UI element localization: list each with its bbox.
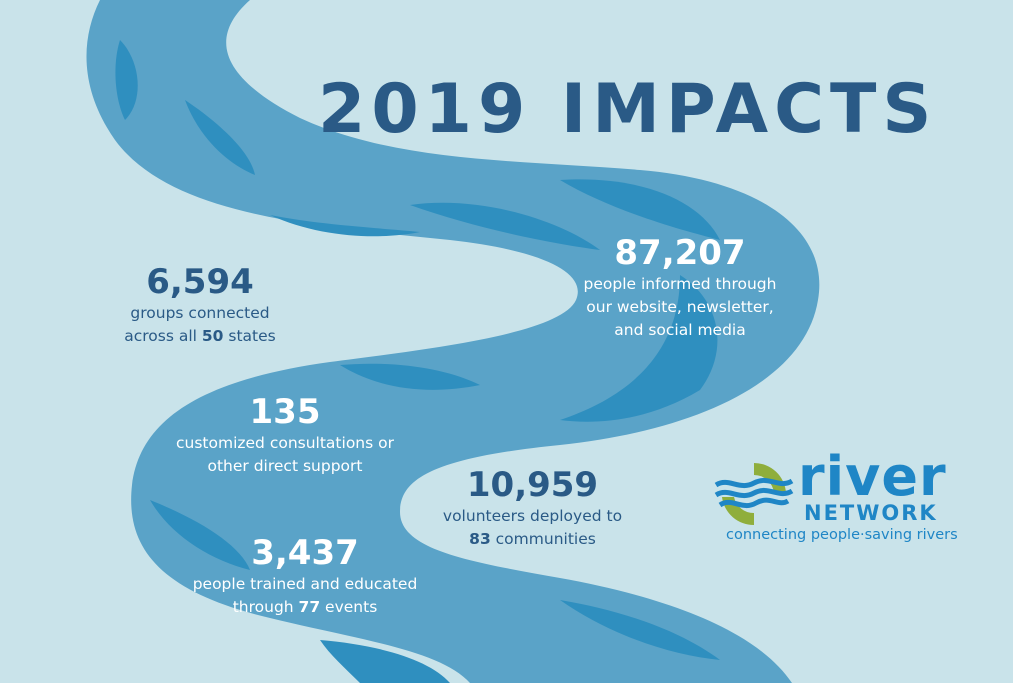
page-title: 2019 IMPACTS <box>318 70 938 149</box>
logo-emblem-icon <box>714 462 794 526</box>
stat-number: 3,437 <box>251 533 359 573</box>
stat-description: groups connected across all 50 states <box>124 304 276 345</box>
stat-informed: 87,207 people informed through our websi… <box>560 233 800 342</box>
stat-description: volunteers deployed to 83 communities <box>442 507 623 548</box>
river-network-logo: river NETWORK connecting people·saving r… <box>714 447 958 550</box>
stat-number: 6,594 <box>146 262 254 302</box>
stat-number: 87,207 <box>614 233 746 273</box>
logo-tagline: connecting people·saving rivers <box>726 527 958 543</box>
logo-word: river <box>798 445 947 508</box>
stat-volunteers: 10,959 volunteers deployed to 83 communi… <box>420 465 645 551</box>
stat-number: 10,959 <box>466 465 599 505</box>
stat-description: people trained and educated through 77 e… <box>192 575 418 616</box>
logo-network: NETWORK <box>804 501 938 525</box>
stat-consultations: 135 customized consultations or other di… <box>160 392 410 478</box>
stat-number: 135 <box>249 392 321 432</box>
stat-description: people informed through our website, new… <box>583 275 777 339</box>
stat-trained: 3,437 people trained and educated throug… <box>180 533 430 619</box>
river-shape <box>86 0 820 683</box>
stat-groups: 6,594 groups connected across all 50 sta… <box>110 262 290 348</box>
stat-description: customized consultations or other direct… <box>176 434 394 475</box>
river-deep-patches <box>115 40 720 683</box>
